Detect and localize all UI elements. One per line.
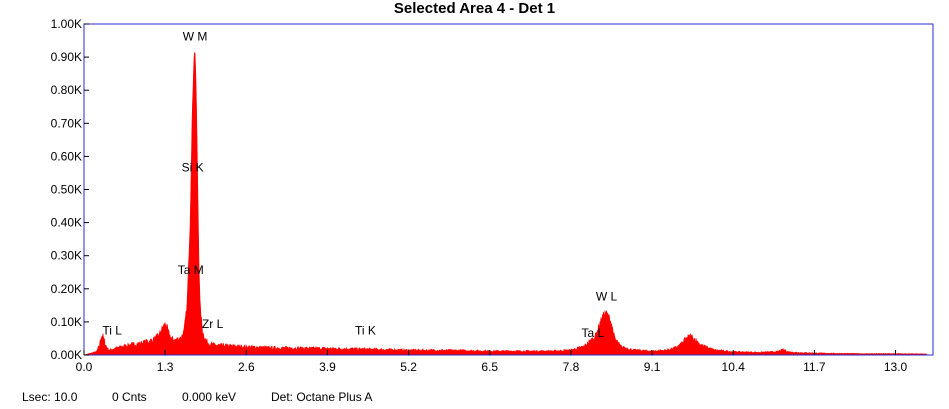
plot-area bbox=[83, 52, 928, 356]
y-tick-label: 0.70K bbox=[51, 116, 82, 130]
spectrum-series-0 bbox=[83, 52, 928, 356]
peak-label-2: Ta M bbox=[178, 263, 204, 277]
x-tick-label: 3.9 bbox=[319, 360, 336, 374]
y-tick-label: 0.00K bbox=[51, 348, 82, 362]
x-tick-label: 2.6 bbox=[238, 360, 255, 374]
x-tick-label: 9.1 bbox=[644, 360, 661, 374]
y-tick-label: 0.40K bbox=[51, 216, 82, 230]
x-tick-label: 0.0 bbox=[76, 360, 93, 374]
peak-label-1: Si K bbox=[182, 160, 204, 174]
x-tick-label: 5.2 bbox=[400, 360, 417, 374]
peak-label-4: Zr L bbox=[202, 317, 224, 331]
x-tick-label: 11.7 bbox=[803, 360, 826, 374]
peak-labels: W M Si K Ta M Ti L Zr L Ti K W L Ta L bbox=[102, 30, 617, 340]
peak-label-5: Ti K bbox=[355, 324, 376, 338]
x-tick-label: 1.3 bbox=[157, 360, 174, 374]
spectrum-chart[interactable]: W M Si K Ta M Ti L Zr L Ti K W L Ta L 0.00K 0.10… bbox=[0, 0, 949, 390]
y-axis: 0.00K 0.10K 0.20K 0.30K 0.40K 0.50K 0.60K 0.70K… bbox=[51, 17, 89, 362]
peak-label-0: W M bbox=[183, 30, 208, 44]
x-axis: 0.0 1.3 2.6 3.9 5.2 6.5 7.8 9.1 10.4 11.7 13.0 bbox=[76, 350, 908, 374]
y-tick-label: 0.90K bbox=[51, 50, 82, 64]
detector-name: Det: Octane Plus A bbox=[271, 390, 373, 404]
x-tick-label: 6.5 bbox=[481, 360, 498, 374]
x-tick-label: 10.4 bbox=[722, 360, 746, 374]
y-tick-label: 0.60K bbox=[51, 149, 82, 163]
y-tick-label: 0.50K bbox=[51, 183, 82, 197]
chart-title: Selected Area 4 - Det 1 bbox=[393, 0, 556, 17]
peak-label-7: Ta L bbox=[581, 326, 604, 340]
cursor-counts: 0 Cnts bbox=[112, 390, 147, 404]
peak-label-6: W L bbox=[596, 289, 618, 303]
plot-frame bbox=[83, 23, 934, 356]
status-bar: Lsec: 10.0 0 Cnts 0.000 keV Det: Octane … bbox=[0, 390, 949, 408]
y-tick-label: 1.00K bbox=[51, 17, 82, 31]
live-seconds: Lsec: 10.0 bbox=[22, 390, 78, 404]
peak-label-3: Ti L bbox=[102, 324, 122, 338]
cursor-energy: 0.000 keV bbox=[182, 390, 237, 404]
x-tick-label: 13.0 bbox=[884, 360, 908, 374]
y-tick-label: 0.10K bbox=[51, 315, 82, 329]
y-tick-label: 0.20K bbox=[51, 282, 82, 296]
y-tick-label: 0.30K bbox=[51, 249, 82, 263]
x-tick-label: 7.8 bbox=[563, 360, 580, 374]
y-tick-label: 0.80K bbox=[51, 83, 82, 97]
